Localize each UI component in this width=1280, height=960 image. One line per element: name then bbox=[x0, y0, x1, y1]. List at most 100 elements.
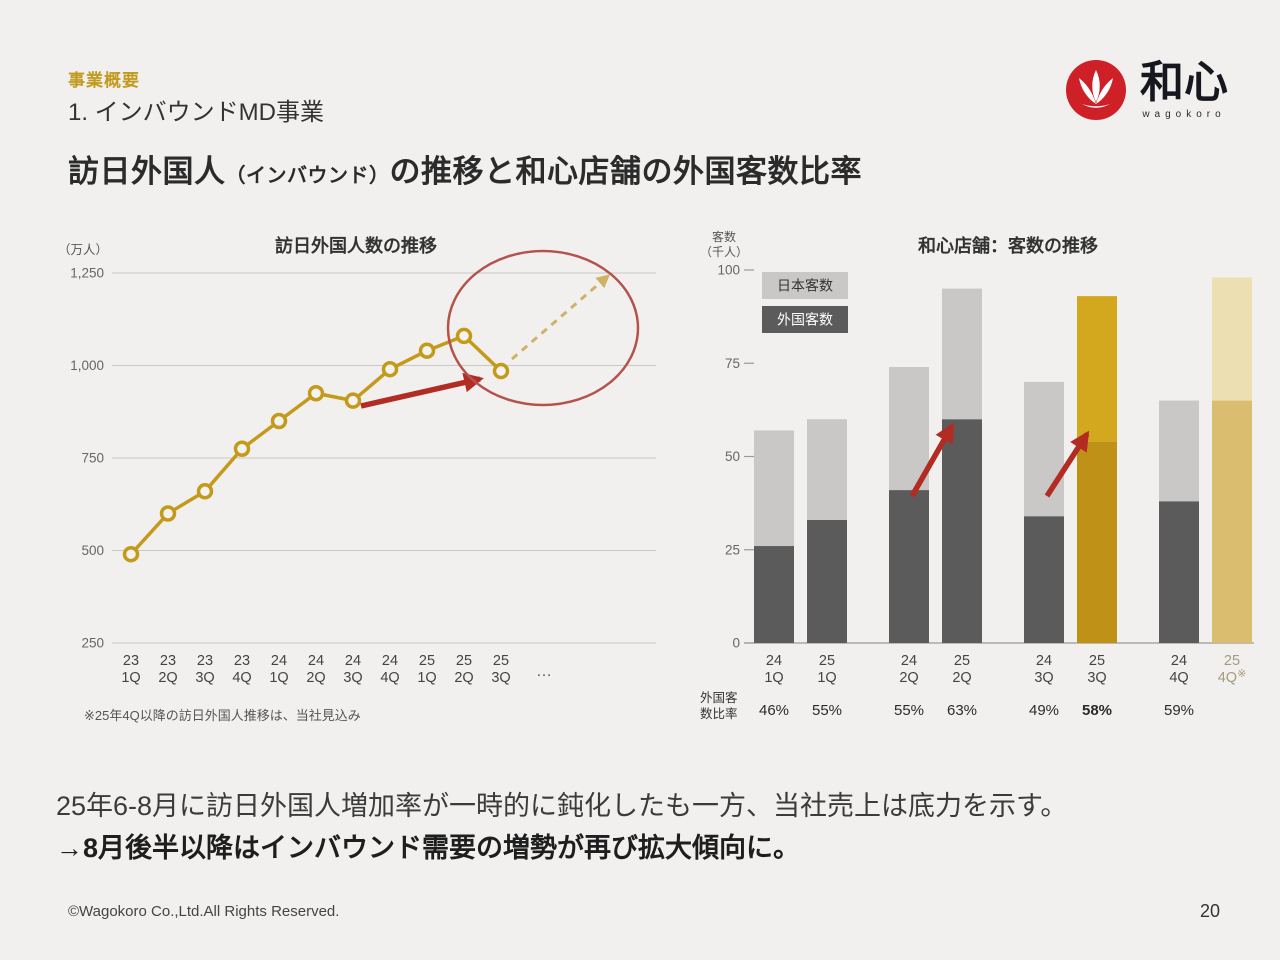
foreign-ratio-value: 55% bbox=[812, 702, 842, 719]
x-tick-quarter: 2Q bbox=[899, 670, 918, 686]
logo-text: 和心 wagokoro bbox=[1140, 57, 1228, 120]
y-axis-unit: 客数 bbox=[712, 229, 736, 244]
x-tick-year: 25 bbox=[954, 653, 970, 669]
legend-label: 日本客数 bbox=[777, 278, 833, 294]
data-point-23-1Q bbox=[122, 545, 140, 563]
foreign-ratio-value: 59% bbox=[1164, 702, 1194, 719]
y-tick-label: 250 bbox=[81, 636, 104, 651]
x-tick-year: 25 bbox=[493, 653, 509, 669]
data-point-24-3Q bbox=[344, 392, 362, 409]
y-tick-label: 500 bbox=[81, 543, 104, 558]
charts-row: 250 500 750 1,000 1,250 （万人） 訪日外国人数の推移 23 1Q 23 2Q… bbox=[56, 228, 1258, 733]
y-tick-label: 25 bbox=[725, 542, 740, 557]
logo-kanji: 和心 bbox=[1140, 57, 1228, 107]
x-tick-quarter: 1Q bbox=[817, 670, 836, 686]
x-tick-year: 23 bbox=[123, 653, 139, 669]
x-tick-year: 25 bbox=[1089, 653, 1105, 669]
title-paren: （インバウンド） bbox=[225, 165, 390, 187]
data-point-23-2Q bbox=[159, 505, 177, 522]
store-customers-bar-chart: 0 25 50 75 100 客数 （千人） 和心店舗：客数の推移 日本客数 外国客数 24 1Q 46… bbox=[698, 228, 1258, 733]
x-tick-year: 25 bbox=[419, 653, 435, 669]
insight-text: 25年6-8月に訪日外国人増加率が一時的に鈍化したも一方、当社売上は底力を示す。… bbox=[56, 786, 1240, 870]
x-tick-year: 24 bbox=[345, 653, 361, 669]
x-tick-quarter: 1Q bbox=[764, 670, 783, 686]
ratio-row-label: 外国客 bbox=[700, 690, 738, 705]
bar-japan-253Q bbox=[1077, 296, 1117, 442]
legend-swatch bbox=[762, 272, 848, 299]
page-title: 訪日外国人（インバウンド）の推移と和心店舗の外国客数比率 bbox=[68, 146, 862, 191]
page-number: 20 bbox=[1199, 901, 1220, 921]
y-tick-label: 100 bbox=[717, 263, 740, 278]
bar-japan-242Q bbox=[889, 366, 929, 491]
x-tick-quarter: 4Q bbox=[380, 670, 399, 686]
bar-foreign-244Q bbox=[1159, 501, 1199, 643]
foreign-ratio-value: 63% bbox=[947, 702, 977, 719]
data-point-24-1Q bbox=[270, 412, 288, 430]
y-tick-label: 750 bbox=[81, 451, 104, 466]
x-tick-quarter: 4Q bbox=[1169, 670, 1188, 686]
x-tick-year: 24 bbox=[766, 653, 782, 669]
y-tick-label: 0 bbox=[732, 636, 740, 651]
x-axis-ellipsis: … bbox=[536, 663, 552, 680]
x-tick-year: 25 bbox=[1224, 653, 1240, 669]
y-tick-label: 75 bbox=[725, 356, 740, 371]
y-axis-unit: （万人） bbox=[58, 243, 108, 257]
x-tick-quarter: 4Q bbox=[232, 670, 251, 686]
y-tick-label: 1,000 bbox=[70, 358, 104, 373]
bar-foreign-251Q bbox=[807, 519, 847, 643]
wagokoro-emblem-icon bbox=[1066, 60, 1126, 120]
foreign-ratio-value: 46% bbox=[759, 702, 789, 719]
section-subtitle: 1. インバウンドMD事業 bbox=[68, 99, 325, 126]
x-tick-year: 25 bbox=[819, 653, 835, 669]
x-tick-quarter: 2Q bbox=[306, 670, 325, 686]
x-tick-year: 24 bbox=[382, 653, 398, 669]
x-tick-quarter: 3Q bbox=[343, 670, 362, 686]
red-trend-arrow bbox=[360, 372, 484, 409]
legend-swatch bbox=[762, 306, 848, 333]
chart-footnote: ※25年4Q以降の訪日外国人推移は、当社見込み bbox=[84, 708, 361, 723]
bar-japan-243Q bbox=[1024, 381, 1064, 517]
copyright: ©Wagokoro Co.,Ltd.All Rights Reserved. bbox=[68, 903, 340, 920]
insight-line-2: →8月後半以降はインバウンド需要の増勢が再び拡大傾向に。 bbox=[56, 832, 801, 863]
bar-japan-241Q bbox=[754, 430, 794, 547]
bar-japan-254Q bbox=[1212, 277, 1252, 401]
x-tick-quarter: 1Q bbox=[269, 670, 288, 686]
visitors-line-chart: 250 500 750 1,000 1,250 （万人） 訪日外国人数の推移 23 1Q 23 2Q… bbox=[56, 228, 676, 733]
bar-japan-251Q bbox=[807, 419, 847, 520]
bar-japan-252Q bbox=[942, 288, 982, 420]
x-tick-year: 23 bbox=[160, 653, 176, 669]
company-logo: 和心 wagokoro bbox=[1064, 58, 1228, 122]
x-tick-year: 24 bbox=[901, 653, 917, 669]
data-point-24-2Q bbox=[307, 385, 325, 402]
bar-foreign-241Q bbox=[754, 546, 794, 643]
highlight-circle bbox=[446, 249, 640, 407]
title-main-before: 訪日外国人 bbox=[68, 154, 226, 189]
x-tick-quarter: 3Q bbox=[195, 670, 214, 686]
forecast-dashed-arrow bbox=[511, 274, 611, 361]
data-point-25-3Q bbox=[492, 362, 510, 380]
y-axis-unit: （千人） bbox=[700, 245, 748, 259]
bar-foreign-242Q bbox=[889, 490, 929, 643]
visitors-line bbox=[129, 334, 503, 556]
x-tick-year: 23 bbox=[234, 653, 250, 669]
foreign-ratio-value: 49% bbox=[1029, 702, 1059, 719]
x-tick-year: 24 bbox=[1171, 653, 1187, 669]
foreign-ratio-value: 55% bbox=[894, 702, 924, 719]
data-point-23-3Q bbox=[196, 483, 214, 500]
chart-title: 訪日外国人数の推移 bbox=[275, 235, 437, 256]
ratio-row-label: 数比率 bbox=[700, 706, 738, 721]
foreign-ratio-value: 58% bbox=[1082, 702, 1112, 719]
chart-title: 和心店舗：客数の推移 bbox=[918, 235, 1098, 256]
x-tick-year: 24 bbox=[1036, 653, 1052, 669]
section-label: 事業概要 bbox=[68, 71, 140, 90]
x-tick-year: 23 bbox=[197, 653, 213, 669]
x-tick-quarter: 2Q bbox=[454, 670, 473, 686]
data-point-25-2Q bbox=[455, 327, 473, 345]
x-tick-quarter: 2Q bbox=[158, 670, 177, 686]
x-tick-quarter: 1Q bbox=[121, 670, 140, 686]
y-tick-label: 1,250 bbox=[70, 266, 104, 281]
x-tick-quarter: 4Q※ bbox=[1218, 668, 1247, 686]
insight-line-1: 25年6-8月に訪日外国人増加率が一時的に鈍化したも一方、当社売上は底力を示す。 bbox=[56, 791, 1068, 821]
